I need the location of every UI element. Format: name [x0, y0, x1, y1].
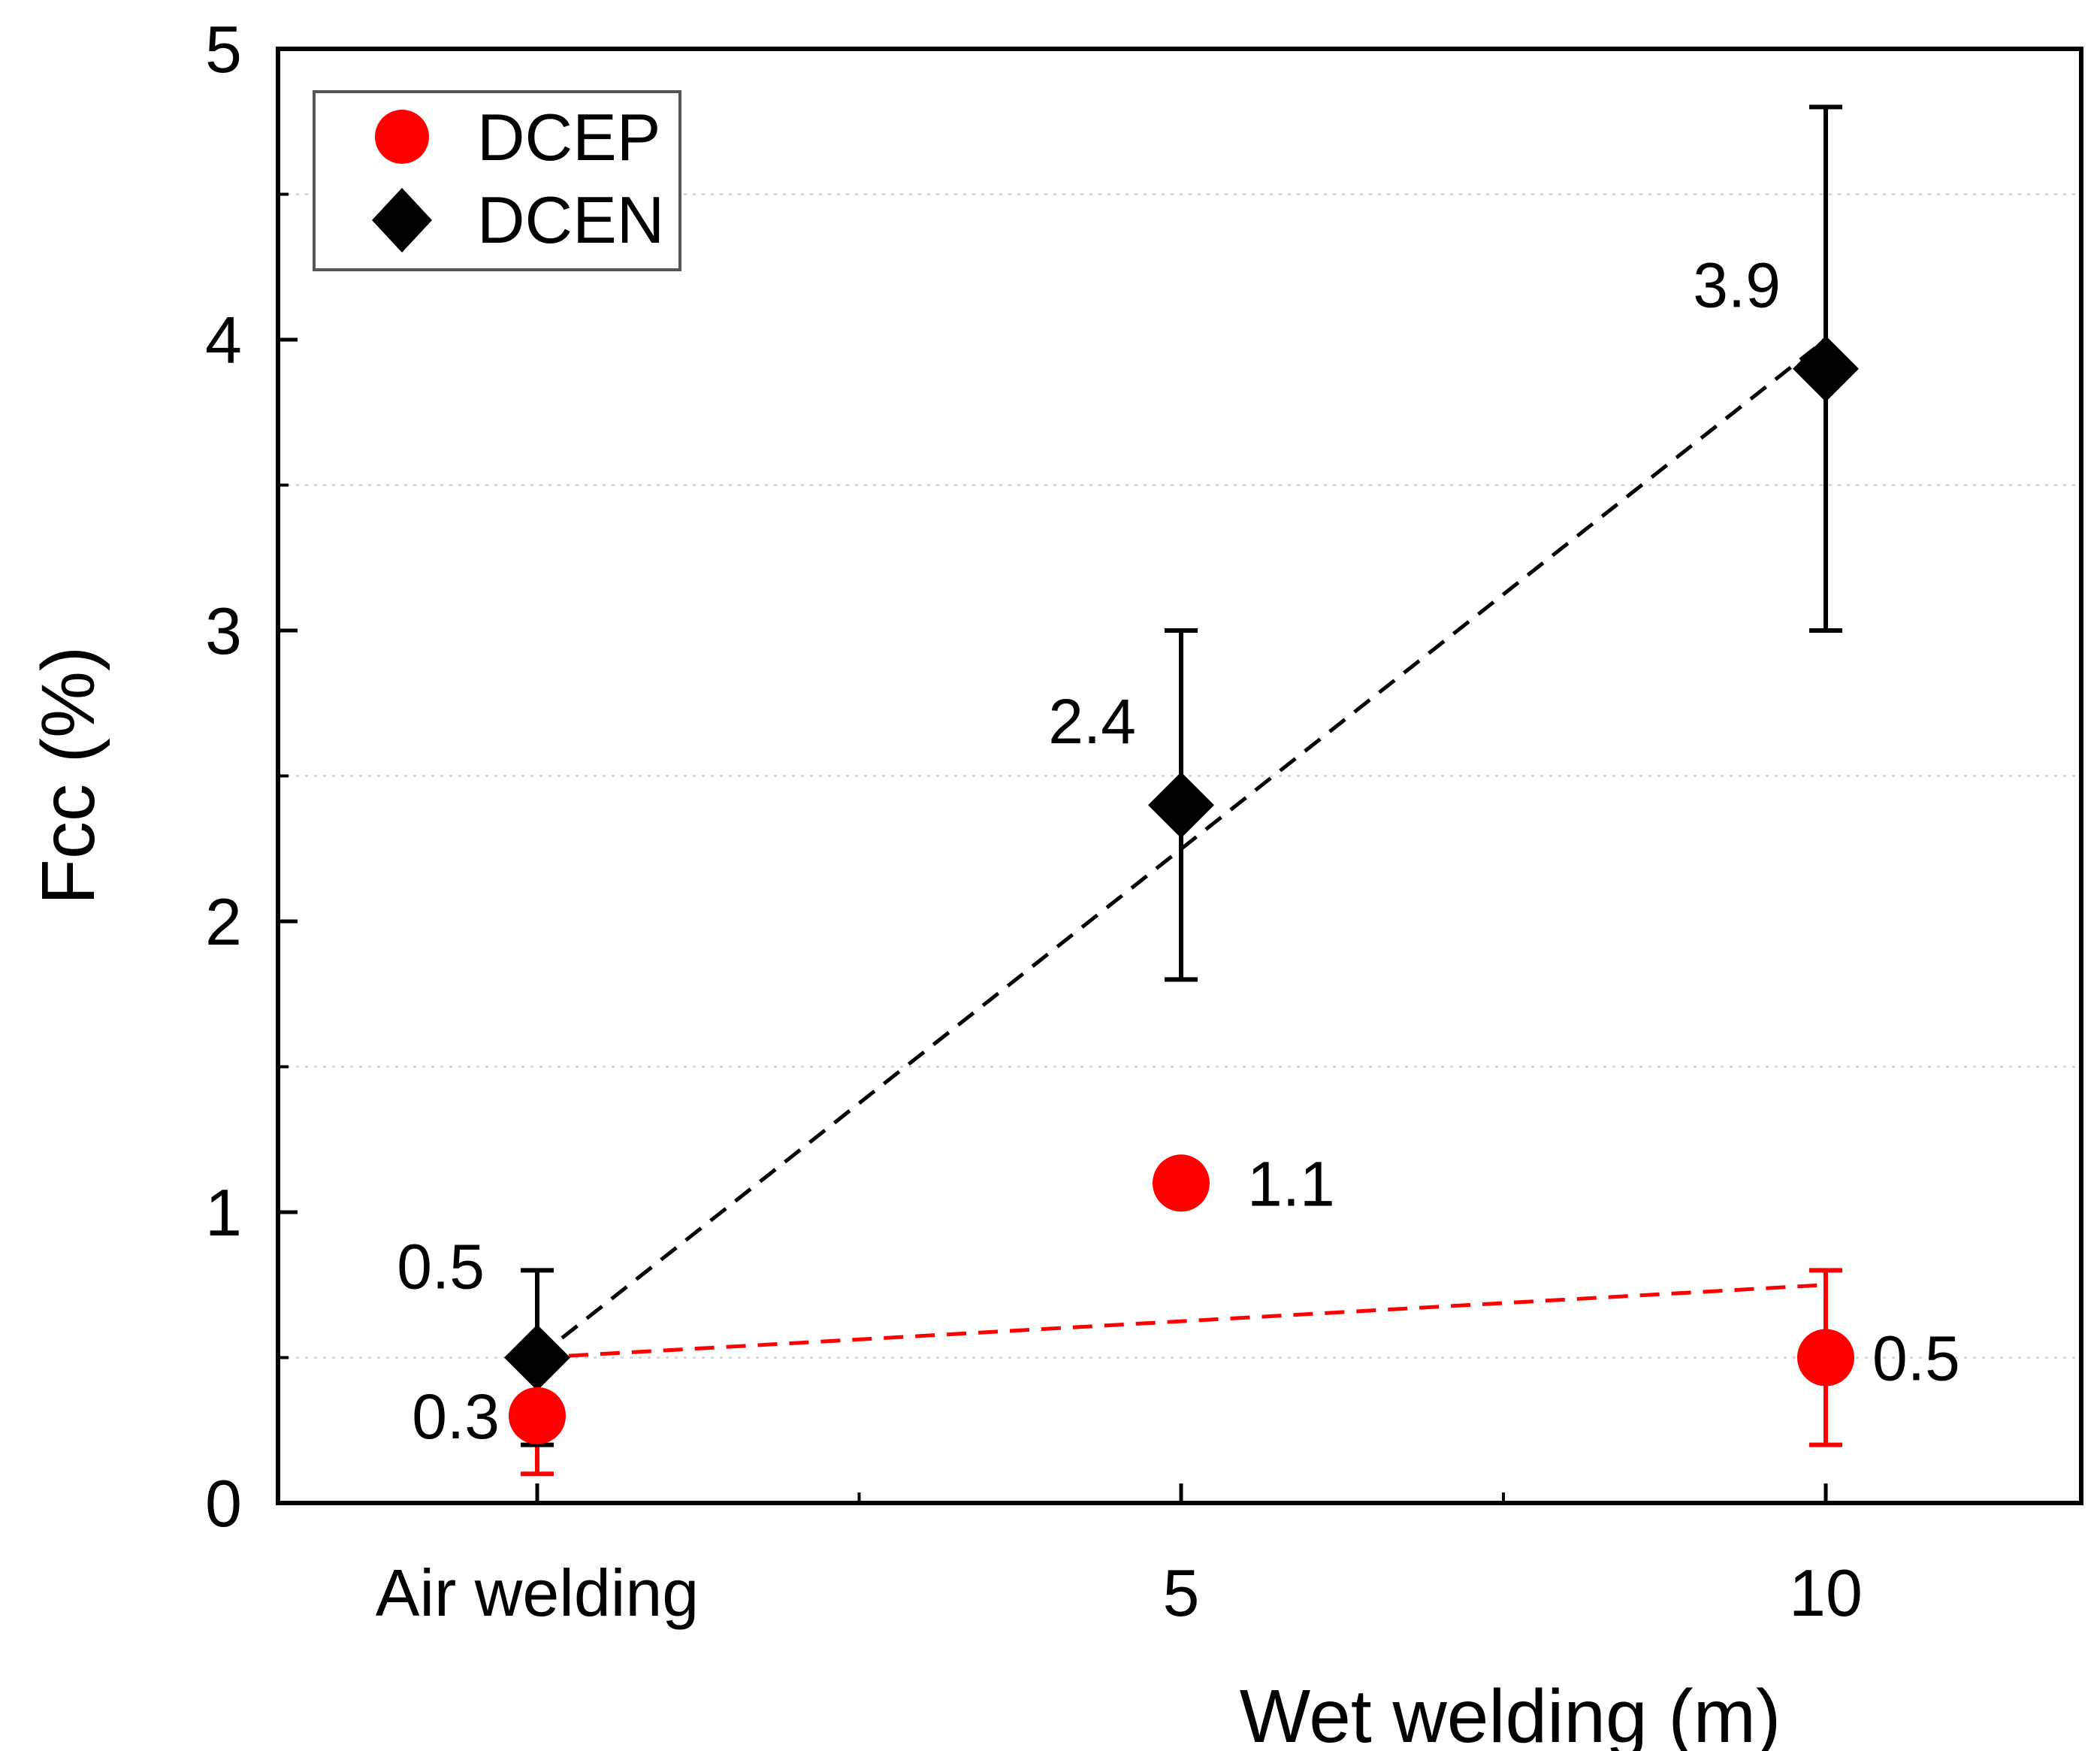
legend-box: [313, 90, 681, 271]
dcen-point: [1148, 772, 1214, 839]
x-tick-label: Air welding: [376, 1556, 699, 1630]
data-markers: [504, 335, 1859, 1444]
x-tick-label: 5: [1163, 1556, 1200, 1630]
x-axis-title: Wet welding (m): [1240, 1674, 1781, 1751]
legend-dcep-label: DCEP: [477, 100, 661, 174]
dcep-data-label: 0.3: [412, 1381, 500, 1452]
dcep-point: [1153, 1154, 1210, 1212]
x-tick-labels: Air welding 5 10: [376, 1556, 1863, 1630]
y-tick-label: 1: [205, 1175, 242, 1250]
dcen-point: [504, 1324, 570, 1391]
legend-dcen-marker: [372, 188, 432, 253]
dcep-data-label: 0.5: [1872, 1323, 1960, 1394]
y-tick-label: 5: [205, 12, 242, 86]
dcen-data-label: 0.5: [397, 1232, 485, 1302]
axis-ticks: [278, 47, 1828, 1505]
dcen-point: [1793, 335, 1859, 402]
dcep-point: [509, 1387, 566, 1444]
dcep-trend-line: [536, 1283, 1827, 1359]
legend: DCEP DCEN: [313, 90, 681, 271]
y-tick-label: 0: [205, 1466, 242, 1541]
dcen-data-label: 3.9: [1693, 250, 1781, 321]
dcep-point: [1797, 1329, 1854, 1387]
y-axis-title: Fcc (%): [26, 646, 110, 905]
y-tick-labels: 0 1 2 3 4 5: [205, 12, 242, 1541]
data-labels: 0.3 1.1 0.5 0.5 2.4 3.9: [397, 250, 1960, 1452]
legend-dcen-label: DCEN: [477, 183, 664, 257]
dcen-data-label: 2.4: [1048, 686, 1136, 757]
dcep-data-label: 1.1: [1247, 1148, 1335, 1219]
x-tick-label: 10: [1789, 1556, 1863, 1630]
y-tick-label: 2: [205, 885, 242, 959]
legend-dcep-marker: [375, 110, 429, 164]
y-tick-label: 4: [205, 303, 242, 377]
y-tick-label: 3: [205, 594, 242, 668]
